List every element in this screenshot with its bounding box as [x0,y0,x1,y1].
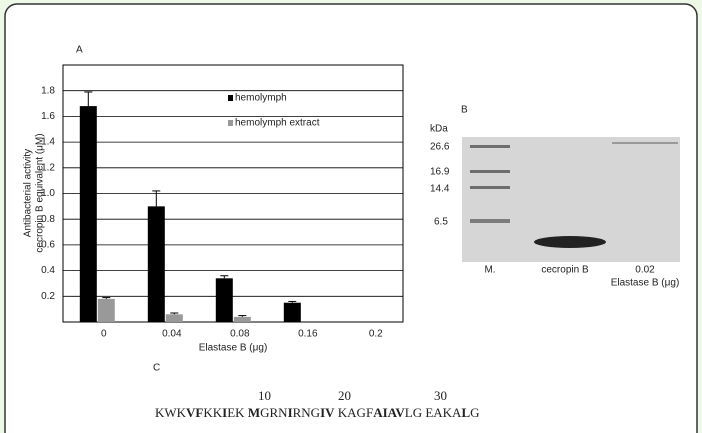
sequence-segment: GRN [260,405,288,420]
band [612,142,678,144]
sequence-segment: M [248,405,260,420]
legend-label: hemolymph [235,93,287,104]
lane-label: Elastase B (μg) [611,278,680,289]
sequence-segment: G [470,405,479,420]
error-bar [220,275,229,279]
sequence-segment: RNG [293,405,320,420]
band [470,186,510,189]
error-bar [238,315,247,317]
lane-label: cecropin B [541,265,589,276]
marker-label: 16.9 [430,167,450,178]
x-tick-label: 0.04 [162,329,182,340]
sequence-segment: I [288,405,293,420]
bar [97,298,115,322]
sequence-segment: KAGF [335,405,374,420]
y-tick-label: 1.2 [41,162,55,173]
panel-label: A [76,45,83,56]
sequence-segment: EK [227,405,248,420]
y-axis-label: Antibacterial activity [23,149,34,237]
band [534,236,606,248]
error-bar [102,297,111,299]
lane-label: M. [484,265,495,276]
sequence-segment: KWK [155,405,187,420]
gel-panel: B kDa 26.6 16.9 14.4 6.5 M. cecropin B 0… [430,105,680,289]
x-tick-label: 0.08 [230,329,250,340]
bar [165,314,183,322]
band [470,219,510,223]
residue-number: 20 [338,388,351,403]
y-tick-label: 1.0 [41,188,55,199]
error-bar [170,312,179,315]
marker-label: 26.6 [430,142,450,153]
y-tick-label: 1.4 [41,137,55,148]
y-tick-label: 0.2 [41,291,55,302]
y-tick-label: 0.6 [41,240,55,251]
y-tick-label: 1.6 [41,111,55,122]
residue-number: 30 [434,388,447,403]
sequence-segment: LG EAKA [405,405,462,420]
x-axis-label: Elastase B (μg) [199,343,268,354]
legend-swatch [228,120,233,126]
legend-label: hemolymph extract [235,118,320,129]
band [470,170,510,173]
sequence-segment: VF [186,405,203,420]
sequence-segment: L [461,405,470,420]
legend-swatch [228,95,233,101]
x-tick-label: 0.2 [369,329,383,340]
lane-label: 0.02 [635,265,655,276]
sequence-segment: IV [320,405,335,420]
error-bar [288,300,297,303]
bar [233,316,251,322]
panel-label: C [153,363,160,374]
x-tick-label: 0.16 [298,329,318,340]
bar [147,206,165,322]
band [470,145,510,148]
bar [79,106,97,323]
error-bar [84,91,93,107]
sequence: KWKVFKKIEK MGRNIRNGIV KAGFAIAVLG EAKALG [155,405,480,420]
sequence-segment: AIAV [373,405,405,420]
y-tick-label: 0.4 [41,265,55,276]
y-tick-label: 1.8 [41,85,55,96]
residue-number: 10 [258,388,271,403]
bar [283,302,301,322]
bar [215,278,233,322]
x-tick-label: 0 [101,329,107,340]
error-bar [152,190,161,207]
y-axis-label: cecropin B equivalent (μM) [35,133,46,252]
sequence-segment: I [222,405,227,420]
sequence-segment: KK [203,405,222,420]
frame [4,3,698,433]
panel-label: B [461,105,468,116]
marker-label: 6.5 [434,217,448,228]
marker-label: 14.4 [430,184,450,195]
unit-label: kDa [430,124,448,135]
y-tick-label: 0.8 [41,214,55,225]
